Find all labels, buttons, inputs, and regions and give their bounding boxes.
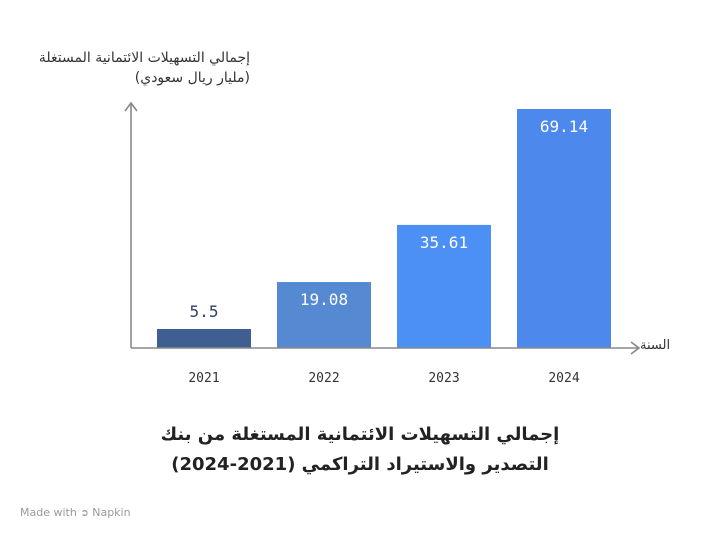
value-label-2021: 5.5 [190, 302, 219, 321]
value-label-2024: 69.14 [540, 117, 588, 136]
bar-2023 [397, 224, 491, 348]
y-axis-label-line1: إجمالي التسهيلات الائتمانية المستغلة [38, 50, 250, 66]
chart-title-line2: التصدير والاستيراد التراكمي (2021-2024) [171, 454, 549, 475]
x-axis-arrow [630, 341, 641, 355]
value-labels-group: 5.5 19.08 35.61 69.14 [190, 117, 589, 321]
y-axis-label: إجمالي التسهيلات الائتمانية المستغلة (مل… [10, 48, 250, 88]
x-tick-2023: 2023 [428, 371, 459, 386]
x-tick-labels-group: 2021 2022 2023 2024 [188, 371, 579, 386]
value-label-2023: 35.61 [420, 233, 468, 252]
footer-brand: Napkin [92, 506, 131, 519]
y-axis-arrow [124, 101, 138, 112]
x-tick-2021: 2021 [188, 371, 219, 386]
x-tick-2024: 2024 [548, 371, 579, 386]
chart-title: إجمالي التسهيلات الائتمانية المستغلة من … [150, 420, 570, 480]
footer-made-with: Made with [20, 506, 77, 519]
x-tick-2022: 2022 [308, 371, 339, 386]
napkin-logo-icon: ➲ [80, 508, 89, 519]
chart-title-line1: إجمالي التسهيلات الائتمانية المستغلة من … [160, 424, 560, 445]
bar-2024 [517, 109, 611, 348]
bars-group [157, 109, 611, 348]
x-axis-label: السنة [640, 338, 671, 353]
y-axis-label-line2: (مليار ريال سعودي) [134, 70, 250, 86]
footer-attribution: Made with ➲ Napkin [20, 506, 131, 519]
bar-2022 [277, 282, 371, 348]
bar-2021 [157, 328, 251, 348]
value-label-2022: 19.08 [300, 290, 348, 309]
bar-chart: 5.5 19.08 35.61 69.14 2021 2022 2023 2024 [124, 101, 641, 386]
